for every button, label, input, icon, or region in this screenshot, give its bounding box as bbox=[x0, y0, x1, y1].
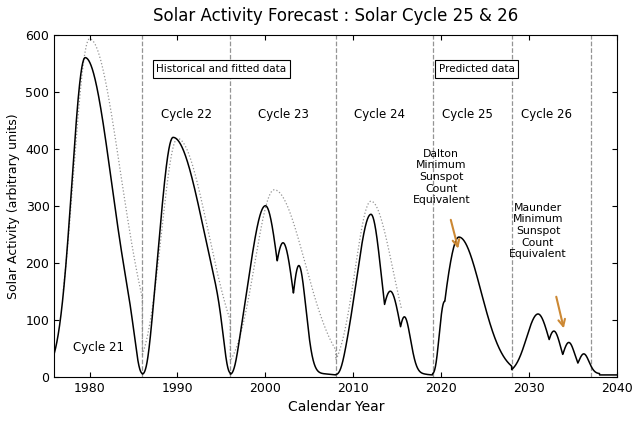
Title: Solar Activity Forecast : Solar Cycle 25 & 26: Solar Activity Forecast : Solar Cycle 25… bbox=[153, 7, 518, 25]
Text: Cycle 25: Cycle 25 bbox=[442, 108, 493, 121]
Text: Cycle 23: Cycle 23 bbox=[257, 108, 308, 121]
X-axis label: Calendar Year: Calendar Year bbox=[287, 400, 384, 414]
Text: Cycle 24: Cycle 24 bbox=[355, 108, 405, 121]
Text: Predicted data: Predicted data bbox=[438, 64, 515, 74]
Text: Dalton
Minimum
Sunspot
Count
Equivalent: Dalton Minimum Sunspot Count Equivalent bbox=[413, 149, 470, 205]
Text: Maunder
Minimum
Sunspot
Count
Equivalent: Maunder Minimum Sunspot Count Equivalent bbox=[509, 203, 567, 259]
Text: Cycle 26: Cycle 26 bbox=[522, 108, 572, 121]
Text: Cycle 22: Cycle 22 bbox=[161, 108, 212, 121]
Text: Cycle 21: Cycle 21 bbox=[73, 341, 124, 354]
Text: Historical and fitted data: Historical and fitted data bbox=[156, 64, 287, 74]
Y-axis label: Solar Activity (arbitrary units): Solar Activity (arbitrary units) bbox=[7, 113, 20, 298]
